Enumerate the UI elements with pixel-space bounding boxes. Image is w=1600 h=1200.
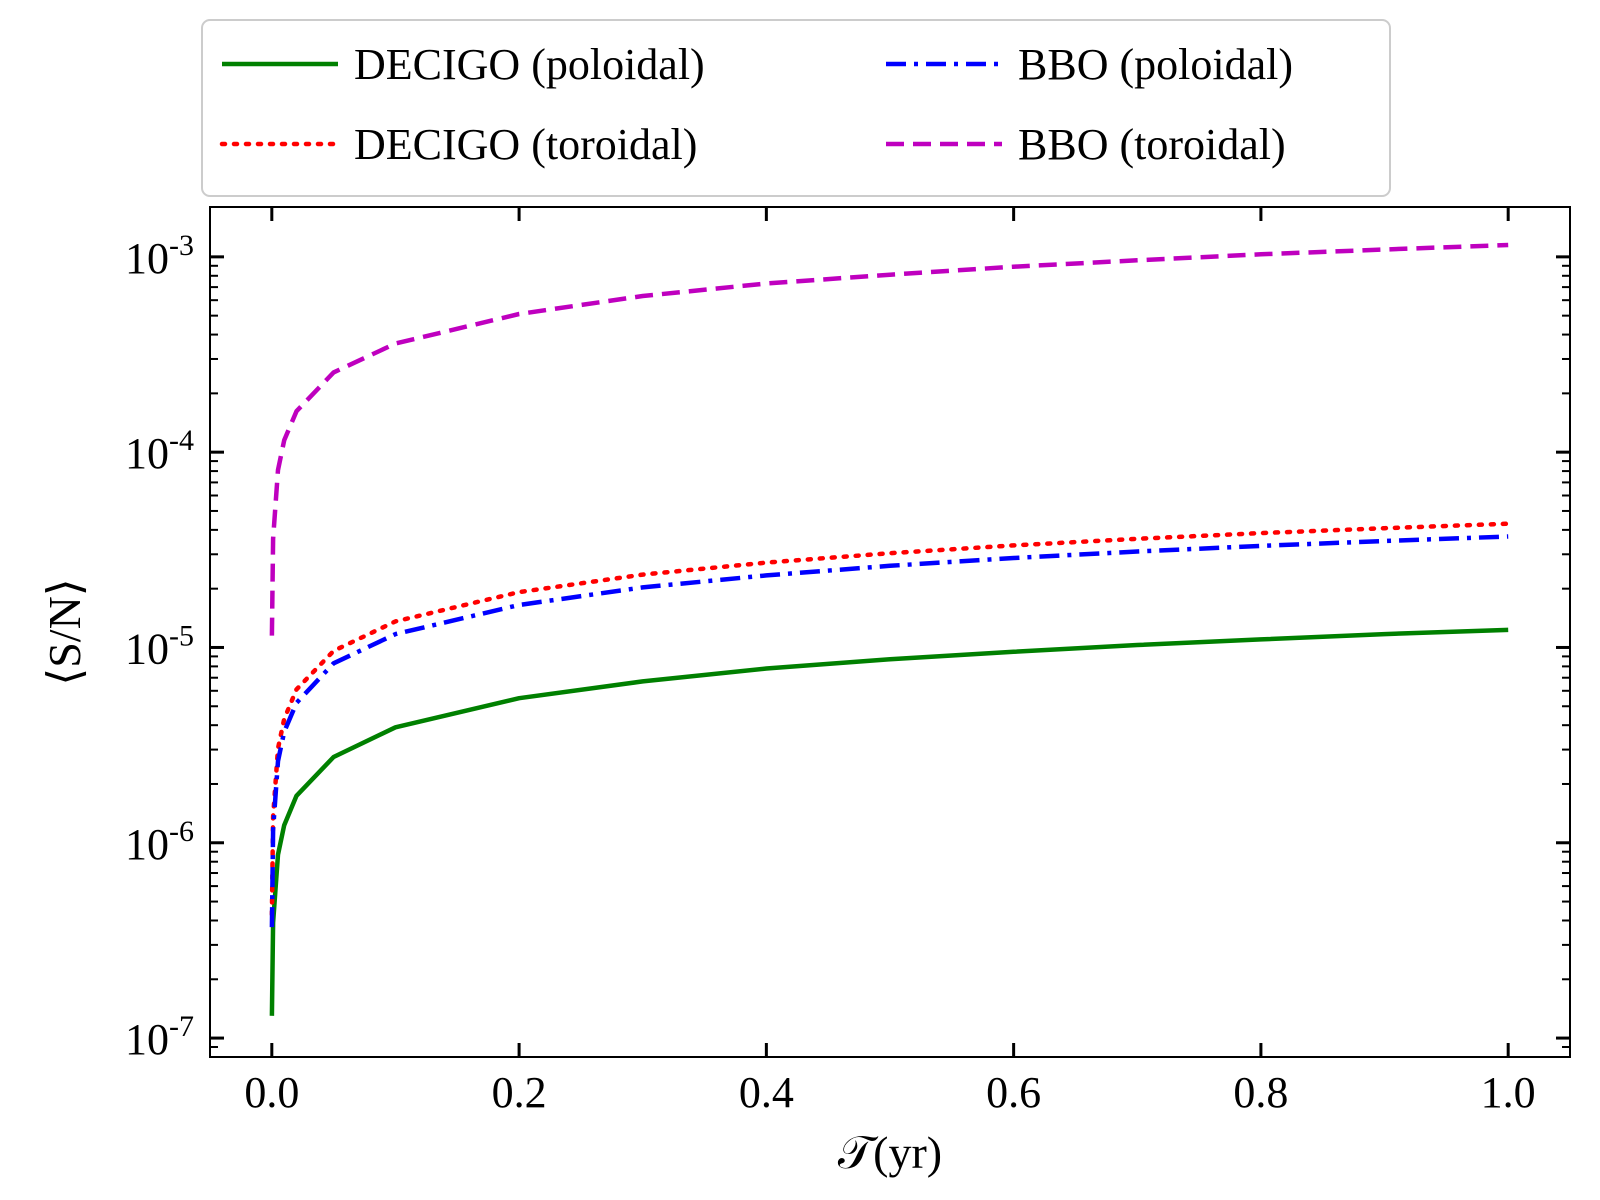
legend-label: DECIGO (poloidal) — [354, 40, 705, 89]
series-line — [269, 627, 1509, 1016]
legend-frame — [201, 19, 1391, 197]
y-tick-label: 10-4 — [125, 424, 194, 478]
x-tick-label: 0.8 — [1233, 1068, 1288, 1117]
legend-entry: DECIGO (poloidal) — [222, 40, 705, 89]
legend-label: DECIGO (toroidal) — [354, 120, 697, 169]
series-line — [269, 521, 1511, 917]
legend-entry: BBO (poloidal) — [886, 40, 1293, 89]
x-tick-label: 0.6 — [986, 1068, 1041, 1117]
x-tick-label: 0.2 — [492, 1068, 547, 1117]
series-2 — [269, 534, 1509, 928]
x-tick-label: 1.0 — [1481, 1068, 1536, 1117]
y-tick-label: 10-7 — [125, 1010, 194, 1064]
y-tick-label: 10-5 — [125, 619, 194, 673]
x-tick-label: 0.0 — [244, 1068, 299, 1117]
series-1 — [269, 521, 1511, 917]
legend-entry: BBO (toroidal) — [886, 120, 1286, 169]
y-axis-label: ⟨S/N⟩ — [39, 578, 90, 685]
plot-frame — [209, 206, 1571, 1058]
plot-area: 0.0 0.2 0.4 0.6 0.8 1.0 10-7 10-6 10-5 10-4 10-3 — [125, 206, 1571, 1117]
legend: DECIGO (poloidal) DECIGO (toroidal) BBO (p… — [201, 19, 1391, 197]
x-axis-label: 𝒯(yr) — [838, 1127, 942, 1178]
legend-entry: DECIGO (toroidal) — [219, 120, 697, 169]
legend-label: BBO (toroidal) — [1018, 120, 1286, 169]
y-tick-label: 10-3 — [125, 229, 194, 283]
series-line — [269, 242, 1509, 636]
y-tick-label: 10-6 — [125, 815, 194, 869]
legend-label: BBO (poloidal) — [1018, 40, 1293, 89]
x-tick-label: 0.4 — [739, 1068, 794, 1117]
series-0 — [269, 627, 1509, 1016]
series-line — [269, 534, 1509, 928]
series-3 — [269, 242, 1509, 636]
